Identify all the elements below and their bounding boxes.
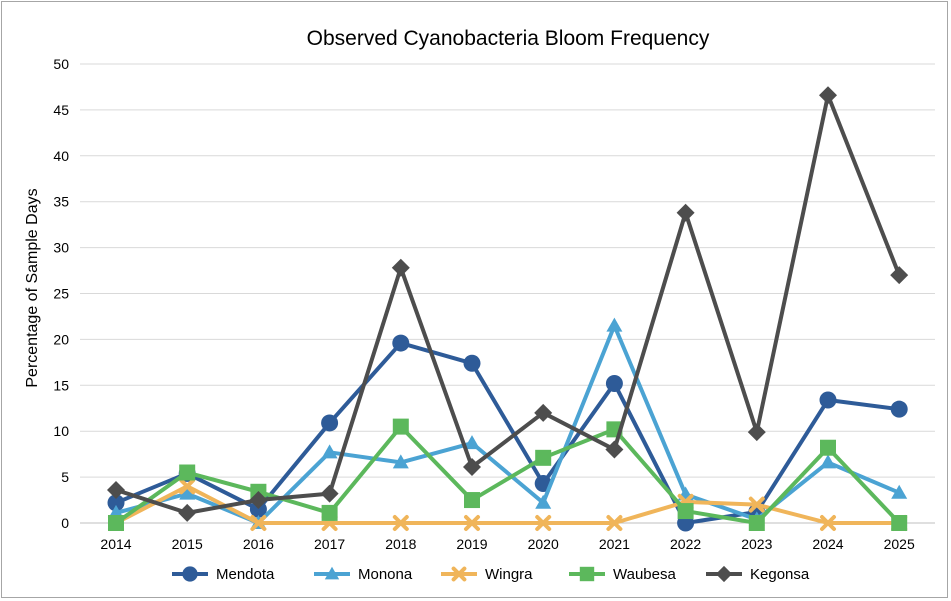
x-tick-labels: 2014 2015 2016 2017 2018 2019 2020 2021 2022 2023… xyxy=(100,536,915,552)
data-point xyxy=(747,423,766,442)
y-tick-label: 40 xyxy=(53,148,69,164)
y-tick-label: 20 xyxy=(53,331,69,347)
y-tick-labels: 0 5 10 15 20 25 30 35 40 45 50 xyxy=(53,56,69,531)
legend-item: Waubesa xyxy=(569,566,676,583)
data-point xyxy=(606,515,623,531)
x-tick-label: 2024 xyxy=(812,536,843,552)
x-tick-label: 2016 xyxy=(243,536,274,552)
data-point xyxy=(320,484,339,503)
y-tick-label: 0 xyxy=(61,515,69,531)
data-point xyxy=(179,485,196,500)
data-point xyxy=(748,515,765,531)
x-tick-label: 2023 xyxy=(741,536,772,552)
data-point xyxy=(820,454,836,469)
data-point xyxy=(391,258,410,277)
x-tick-label: 2014 xyxy=(100,536,131,552)
legend-label: Wingra xyxy=(485,566,533,583)
data-point xyxy=(463,458,481,477)
data-point xyxy=(464,515,480,531)
data-point xyxy=(464,492,480,509)
data-point xyxy=(606,317,623,332)
data-point xyxy=(179,478,196,495)
legend-marker xyxy=(451,566,467,582)
data-point xyxy=(392,418,409,435)
data-point xyxy=(605,440,624,459)
x-tick-label: 2015 xyxy=(172,536,203,552)
data-point xyxy=(178,503,197,522)
series-lines xyxy=(107,86,909,532)
data-point xyxy=(819,86,837,105)
y-tick-label: 45 xyxy=(53,102,69,118)
data-point xyxy=(748,496,765,513)
data-point xyxy=(250,515,267,531)
data-point xyxy=(107,480,125,499)
data-point xyxy=(890,266,909,285)
legend-marker xyxy=(579,566,595,582)
data-point xyxy=(321,504,338,521)
x-tick-label: 2017 xyxy=(314,536,345,552)
series-line xyxy=(114,424,901,525)
legend: Mendota Monona Wingra Waubesa Kegonsa xyxy=(172,565,810,583)
data-point xyxy=(891,484,908,499)
data-point xyxy=(463,354,481,372)
legend-marker xyxy=(324,566,340,580)
x-tick-label: 2019 xyxy=(456,536,487,552)
y-tick-label: 10 xyxy=(53,423,69,439)
legend-item: Kegonsa xyxy=(706,565,810,583)
series-kegonsa xyxy=(107,86,909,522)
data-point xyxy=(534,403,553,422)
data-point xyxy=(392,515,409,531)
data-point xyxy=(321,444,338,459)
data-point xyxy=(890,400,908,418)
data-point xyxy=(249,500,267,518)
legend-label: Kegonsa xyxy=(750,566,810,583)
x-tick-label: 2018 xyxy=(385,536,416,552)
y-tick-label: 35 xyxy=(53,194,69,210)
legend-marker xyxy=(715,565,733,583)
data-point xyxy=(179,464,196,481)
data-point xyxy=(535,494,552,509)
y-tick-label: 50 xyxy=(53,56,69,72)
legend-label: Monona xyxy=(358,566,413,583)
y-axis-label: Percentage of Sample Days xyxy=(24,188,41,387)
y-tick-label: 25 xyxy=(53,286,69,302)
chart-title: Observed Cyanobacteria Bloom Frequency xyxy=(307,27,710,50)
data-point xyxy=(108,515,124,531)
data-point xyxy=(605,374,623,392)
legend-label: Waubesa xyxy=(613,566,676,583)
data-point xyxy=(535,449,552,466)
legend-item: Wingra xyxy=(441,566,533,583)
data-point xyxy=(107,494,125,512)
data-point xyxy=(535,515,552,531)
y-tick-label: 15 xyxy=(53,377,69,393)
legend-marker xyxy=(182,566,198,582)
data-point xyxy=(676,203,695,222)
legend-item: Mendota xyxy=(172,566,275,583)
x-tick-label: 2021 xyxy=(599,536,630,552)
data-point xyxy=(891,515,908,531)
series-mendota xyxy=(107,334,908,532)
y-tick-label: 5 xyxy=(61,469,69,485)
data-point xyxy=(464,435,480,450)
x-tick-label: 2025 xyxy=(884,536,915,552)
y-tick-label: 30 xyxy=(53,240,69,256)
data-point xyxy=(392,334,410,352)
data-point xyxy=(249,491,268,510)
data-point xyxy=(820,439,836,456)
data-point xyxy=(819,391,837,409)
gridlines xyxy=(80,63,935,524)
series-line xyxy=(115,93,902,515)
legend-item: Monona xyxy=(314,566,413,583)
data-point xyxy=(321,414,339,432)
data-point xyxy=(820,515,836,531)
x-tick-label: 2022 xyxy=(670,536,701,552)
data-point xyxy=(392,454,409,469)
data-point xyxy=(677,503,694,520)
x-tick-label: 2020 xyxy=(528,536,559,552)
legend-label: Mendota xyxy=(216,566,275,583)
